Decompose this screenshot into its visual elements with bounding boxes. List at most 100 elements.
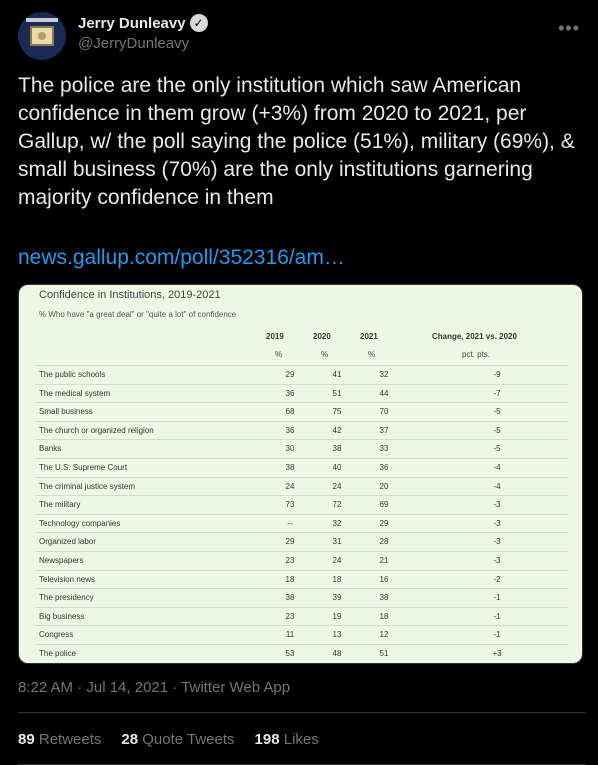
cell-change: -4 — [493, 463, 501, 472]
divider — [18, 712, 586, 713]
display-name[interactable]: Jerry Dunleavy — [78, 14, 186, 32]
tweet-header: Jerry Dunleavy ✓ @JerryDunleavy ••• — [18, 12, 586, 60]
cell-change: -1 — [493, 630, 501, 640]
cell-y2021: 12 — [379, 630, 389, 640]
likes-label: Likes — [283, 731, 319, 748]
row-label: Technology companies — [39, 518, 121, 528]
row-label: The public schools — [39, 370, 106, 379]
cell-y2021: 20 — [379, 481, 389, 491]
tweet-stats: 89 Retweets 28 Quote Tweets 198 Likes — [18, 731, 339, 748]
cell-y2020: 24 — [332, 481, 342, 491]
cell-y2021: 28 — [379, 537, 389, 547]
quotes-label: Quote Tweets — [142, 731, 235, 748]
row-label: The church or organized religion — [39, 425, 154, 435]
table-row: The public schools 29 41 32 -9 — [35, 365, 568, 384]
table-row: The police 53 48 51 +3 — [35, 644, 568, 663]
table-row: The U.S. Supreme Court 38 40 36 -4 — [35, 458, 568, 477]
cell-change: +3 — [492, 649, 502, 658]
cell-y2020: 51 — [332, 388, 342, 398]
likes-stat[interactable]: 198 Likes — [255, 731, 319, 748]
cell-y2019: 38 — [285, 593, 295, 603]
cell-change: -4 — [493, 481, 501, 491]
row-label: The military — [39, 500, 81, 510]
avatar[interactable] — [18, 12, 66, 60]
cell-y2020: 40 — [332, 463, 342, 472]
cell-y2020: 24 — [332, 556, 342, 565]
cell-y2020: 75 — [332, 407, 342, 417]
cell-change: -5 — [493, 407, 501, 417]
verified-badge-icon: ✓ — [189, 14, 208, 32]
row-label: Newspapers — [39, 556, 84, 565]
name-line[interactable]: Jerry Dunleavy ✓ — [78, 14, 208, 32]
cell-change: -5 — [493, 444, 501, 454]
cell-change: -1 — [493, 593, 501, 603]
tweet-timestamp[interactable]: 8:22 AM · Jul 14, 2021 · Twitter Web App — [18, 679, 291, 696]
likes-count: 198 — [254, 731, 280, 748]
cell-y2020: 48 — [332, 649, 342, 658]
header-change: Change, 2021 vs. 2020 — [432, 332, 517, 341]
cell-change: -5 — [493, 425, 501, 435]
table-row: The presidency 38 39 38 -1 — [35, 588, 568, 607]
cell-y2020: 39 — [332, 593, 342, 603]
cell-y2020: 13 — [332, 630, 342, 640]
cell-change: -7 — [493, 388, 501, 398]
cell-y2021: 38 — [379, 593, 389, 603]
cell-change: -3 — [493, 537, 501, 547]
cell-y2019: 36 — [285, 425, 295, 435]
row-label: Television news — [39, 574, 96, 584]
quotes-count: 28 — [121, 731, 139, 748]
table-row: Banks 30 38 33 -5 — [35, 439, 568, 458]
user-handle[interactable]: @JerryDunleavy — [78, 35, 190, 52]
retweets-count: 89 — [18, 731, 35, 748]
cell-y2020: 72 — [332, 500, 342, 510]
table-row: Congress 11 13 12 -1 — [35, 625, 568, 644]
cell-y2021: 36 — [379, 463, 389, 472]
row-label: Big business — [39, 611, 85, 621]
cell-y2020: 31 — [332, 537, 342, 547]
retweets-stat[interactable]: 89 Retweets — [18, 731, 101, 748]
cell-y2019: 36 — [285, 388, 295, 398]
table-row: The military 73 72 69 -3 — [35, 495, 568, 514]
cell-y2021: 44 — [379, 388, 389, 398]
unit-2019: % — [275, 350, 283, 359]
cell-y2019: 68 — [285, 407, 295, 417]
table-row: Big business 23 19 18 -1 — [35, 606, 568, 626]
quote-tweets-stat[interactable]: 28 Quote Tweets — [121, 731, 234, 748]
retweets-label: Retweets — [38, 731, 102, 748]
row-label: The presidency — [39, 593, 94, 603]
cell-change: -3 — [493, 518, 501, 528]
row-label: The U.S. Supreme Court — [39, 463, 128, 472]
row-label: Small business — [39, 407, 93, 417]
cell-change: -3 — [493, 500, 501, 510]
table-row: Newspapers 23 24 21 -3 — [35, 551, 568, 570]
tweet-text: The police are the only institution whic… — [18, 74, 575, 209]
cell-y2019: 11 — [285, 630, 295, 640]
cell-y2019: 24 — [285, 481, 295, 491]
more-options-icon[interactable]: ••• — [558, 18, 580, 38]
cell-y2021: 16 — [379, 574, 389, 584]
row-label: The police — [39, 649, 76, 658]
tweet-link[interactable]: news.gallup.com/poll/352316/am… — [18, 246, 345, 269]
table-row: Technology companies -- 32 29 -3 — [35, 513, 568, 533]
cell-y2019: 18 — [285, 574, 295, 584]
cell-change: -2 — [493, 574, 501, 584]
table-row: The medical system 36 51 44 -7 — [35, 383, 568, 403]
cell-y2020: 41 — [332, 370, 342, 379]
cell-y2019: -- — [287, 518, 293, 528]
cell-y2019: 73 — [285, 500, 295, 510]
table-row: The criminal justice system 24 24 20 -4 — [35, 476, 568, 496]
header-2019: 2019 — [266, 332, 284, 341]
table-row: Small business 68 75 70 -5 — [35, 402, 568, 421]
cell-y2021: 69 — [379, 500, 389, 510]
cell-change: -3 — [493, 556, 501, 565]
cell-change: -1 — [493, 611, 501, 621]
cell-y2020: 18 — [332, 574, 342, 584]
cell-y2019: 53 — [285, 649, 295, 658]
cell-y2021: 18 — [379, 611, 389, 621]
attached-image-card[interactable]: Confidence in Institutions, 2019-2021 % … — [18, 284, 583, 664]
row-label: Organized labor — [39, 537, 96, 547]
table-row: The church or organized religion 36 42 37 -5 — [35, 420, 568, 440]
cell-y2021: 37 — [379, 425, 389, 435]
table-row: Television news 18 18 16 -2 — [35, 569, 568, 589]
cell-change: -9 — [493, 370, 501, 379]
